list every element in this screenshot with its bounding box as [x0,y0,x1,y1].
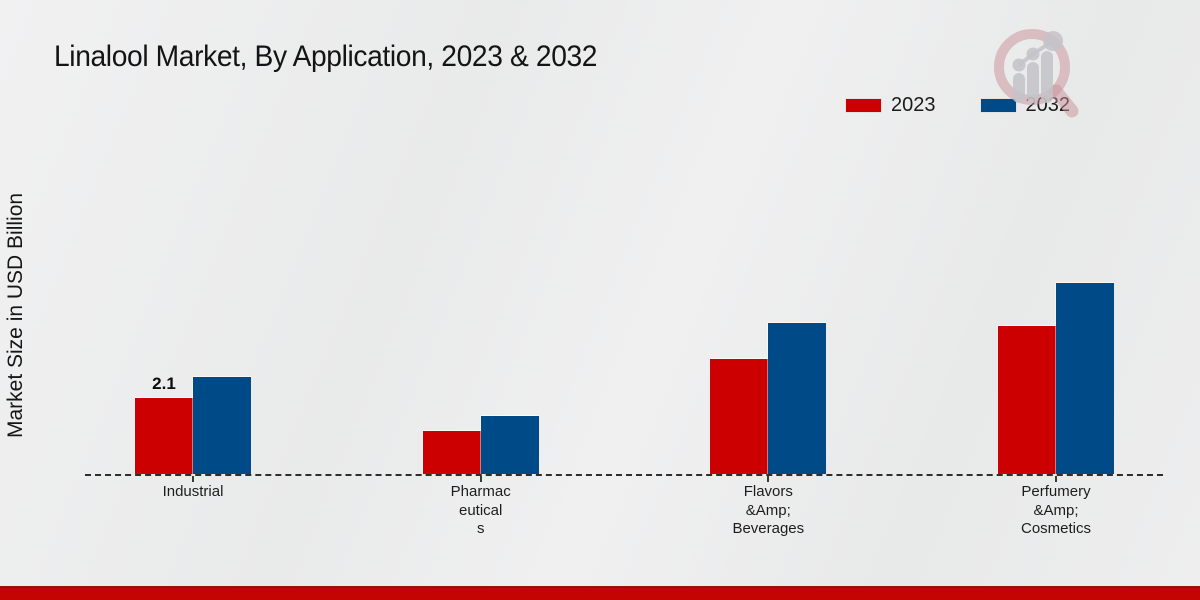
category-label-line: Beverages [732,520,805,537]
bar-2023-perfumery-amp-cosmetics [998,326,1056,474]
category-label-line: Industrial [162,483,224,500]
x-axis-tick [192,476,194,482]
legend-swatch-2032 [979,98,1017,113]
magnifier-bar-chart-logo-icon [994,29,1079,118]
category-label-perfumery-amp-cosmetics: Perfumery &Amp; Cosmetics [976,483,1136,539]
category-label-line: &Amp; [1033,501,1079,519]
bar-2032-perfumery-amp-cosmetics [1056,283,1114,474]
category-label-line: Cosmetics [1020,520,1091,537]
category-label-line: Flavors [743,483,793,500]
y-axis-label: Market Size in USD Billion [4,192,27,438]
category-label-line: Pharmac [450,483,511,500]
category-label-pharmaceuticals: Pharmac eutical s [401,483,561,539]
bar-2023-industrial [135,398,193,474]
x-axis-tick [767,476,770,482]
x-axis-tick [1055,476,1057,482]
category-label-line: Perfumery [1021,483,1091,500]
bar-2023-pharmaceuticals [422,431,481,474]
bar-2032-pharmaceuticals [480,416,539,474]
legend-swatch-2023 [845,98,882,113]
bar-2023-flavors-amp-beverages [710,359,769,474]
category-label-line: eutical [459,501,503,519]
footer-accent-bar [0,586,1200,600]
x-axis-baseline [85,474,1163,476]
legend-label: 2023 [891,94,936,116]
bar-2032-industrial [193,377,251,474]
bar-2032-flavors-amp-beverages [768,323,827,474]
category-label-flavors-amp-beverages: Flavors &Amp; Beverages [688,483,848,539]
legend-item-2023: 2023 [845,94,936,117]
category-label-line: s [476,520,485,537]
data-label-2023-industrial: 2.1 [152,374,176,393]
chart-title: Linalool Market, By Application, 2023 & … [54,40,598,73]
category-label-industrial: Industrial [113,483,273,502]
category-label-line: &Amp; [745,501,791,519]
x-axis-tick [479,476,482,482]
